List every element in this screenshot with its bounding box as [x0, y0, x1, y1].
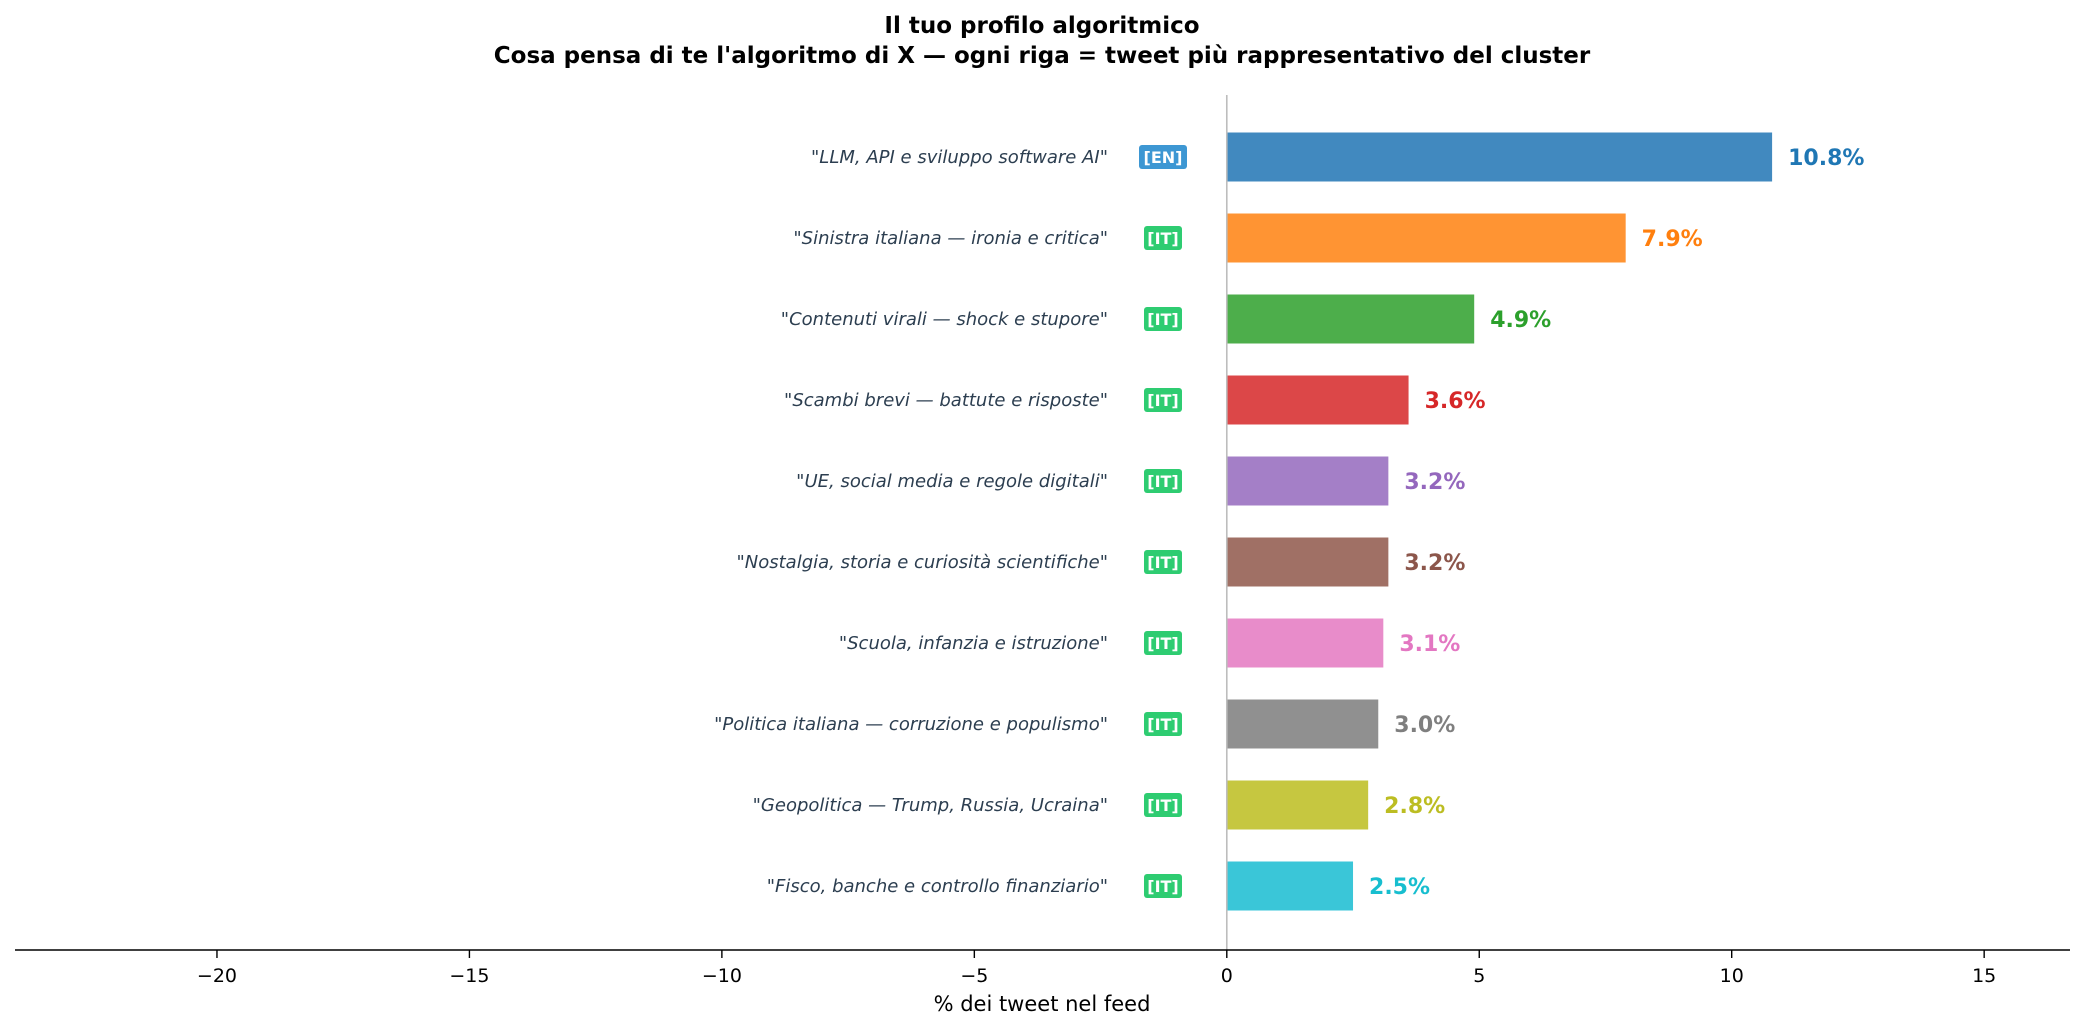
- language-badge-text: [IT]: [1147, 634, 1179, 653]
- bar-row: 4.9% [IT] "Contenuti virali — shock e stup…: [781, 294, 1551, 344]
- language-badge-text: [IT]: [1147, 229, 1179, 248]
- bar-value-label: 3.2%: [1404, 470, 1465, 495]
- bar: [1226, 294, 1475, 344]
- bar: [1226, 618, 1384, 668]
- bar-row: 2.5% [IT] "Fisco, banche e controllo finan…: [767, 861, 1430, 911]
- bar: [1226, 132, 1773, 182]
- category-label: "Nostalgia, storia e curiosità scientifi…: [736, 552, 1108, 573]
- bar: [1226, 699, 1379, 749]
- category-label: "LLM, API e sviluppo software AI": [811, 147, 1108, 168]
- language-badge-text: [IT]: [1147, 553, 1179, 572]
- bar: [1226, 213, 1626, 263]
- language-badge-box: [1144, 307, 1182, 331]
- language-badge-box: [1144, 469, 1182, 493]
- x-tick-label: 0: [1221, 965, 1233, 987]
- language-badge: [IT]: [1144, 631, 1182, 655]
- bar: [1226, 375, 1409, 425]
- x-tick-label: −20: [197, 965, 237, 987]
- language-badge-box: [1139, 145, 1187, 169]
- bar-row: 3.2% [IT] "UE, social media e regole digit…: [796, 456, 1465, 506]
- bar: [1226, 780, 1369, 830]
- x-tick-label: −15: [449, 965, 489, 987]
- language-badge-box: [1144, 874, 1182, 898]
- language-badge-text: [IT]: [1147, 715, 1179, 734]
- language-badge: [IT]: [1144, 469, 1182, 493]
- bar-row: 3.6% [IT] "Scambi brevi — battute e rispos…: [784, 375, 1486, 425]
- category-label: "Scuola, infanzia e istruzione": [839, 633, 1108, 654]
- language-badge: [EN]: [1139, 145, 1187, 169]
- category-label: "Scambi brevi — battute e risposte": [784, 390, 1108, 411]
- category-label: "Sinistra italiana — ironia e critica": [793, 228, 1108, 249]
- x-tick-label: 10: [1720, 965, 1744, 987]
- language-badge: [IT]: [1144, 388, 1182, 412]
- bar-row: 3.2% [IT] "Nostalgia, storia e curiosità s…: [736, 537, 1465, 587]
- chart-title: Il tuo profilo algoritmico: [884, 13, 1199, 39]
- language-badge: [IT]: [1144, 307, 1182, 331]
- bars-layer: 10.8% [EN] "LLM, API e sviluppo software A…: [714, 132, 1864, 911]
- bar-value-label: 3.6%: [1425, 389, 1486, 414]
- bar-row: 7.9% [IT] "Sinistra italiana — ironia e cr…: [793, 213, 1703, 263]
- bar-value-label: 10.8%: [1788, 146, 1864, 171]
- bar-row: 3.0% [IT] "Politica italiana — corruzione …: [714, 699, 1455, 749]
- language-badge: [IT]: [1144, 550, 1182, 574]
- language-badge-text: [IT]: [1147, 877, 1179, 896]
- category-label: "Politica italiana — corruzione e populi…: [714, 714, 1108, 735]
- language-badge: [IT]: [1144, 712, 1182, 736]
- bar-value-label: 2.8%: [1384, 794, 1445, 819]
- language-badge-text: [EN]: [1144, 148, 1183, 167]
- bar-value-label: 7.9%: [1642, 227, 1703, 252]
- category-label: "Geopolitica — Trump, Russia, Ucraina": [753, 795, 1108, 816]
- x-axis-title: % dei tweet nel feed: [934, 992, 1151, 1016]
- bar: [1226, 456, 1389, 506]
- category-label: "UE, social media e regole digitali": [796, 471, 1108, 492]
- language-badge-box: [1144, 550, 1182, 574]
- language-badge-box: [1144, 226, 1182, 250]
- category-label: "Fisco, banche e controllo finanziario": [767, 876, 1108, 897]
- language-badge: [IT]: [1144, 874, 1182, 898]
- bar: [1226, 537, 1389, 587]
- language-badge: [IT]: [1144, 793, 1182, 817]
- language-badge-text: [IT]: [1147, 391, 1179, 410]
- bar: [1226, 861, 1354, 911]
- language-badge-box: [1144, 712, 1182, 736]
- bar-row: 3.1% [IT] "Scuola, infanzia e istruzione": [839, 618, 1460, 668]
- bar-value-label: 3.1%: [1399, 632, 1460, 657]
- bar-row: 2.8% [IT] "Geopolitica — Trump, Russia, Uc…: [753, 780, 1445, 830]
- language-badge-box: [1144, 631, 1182, 655]
- bar-value-label: 3.0%: [1394, 713, 1455, 738]
- language-badge-text: [IT]: [1147, 796, 1179, 815]
- category-label: "Contenuti virali — shock e stupore": [781, 309, 1108, 330]
- x-tick-label: −5: [960, 965, 988, 987]
- x-tick-label: 15: [1972, 965, 1996, 987]
- chart-subtitle: Cosa pensa di te l'algoritmo di X — ogni…: [494, 43, 1591, 69]
- x-axis-ticks: −20 −15 −10 −5 0 5 10 15: [197, 950, 1996, 987]
- language-badge-box: [1144, 388, 1182, 412]
- x-tick-label: −10: [702, 965, 742, 987]
- language-badge-text: [IT]: [1147, 310, 1179, 329]
- language-badge-text: [IT]: [1147, 472, 1179, 491]
- language-badge-box: [1144, 793, 1182, 817]
- bar-value-label: 4.9%: [1490, 308, 1551, 333]
- bar-value-label: 2.5%: [1369, 875, 1430, 900]
- bar-row: 10.8% [EN] "LLM, API e sviluppo software A…: [811, 132, 1864, 182]
- language-badge: [IT]: [1144, 226, 1182, 250]
- x-tick-label: 5: [1473, 965, 1485, 987]
- bar-value-label: 3.2%: [1404, 551, 1465, 576]
